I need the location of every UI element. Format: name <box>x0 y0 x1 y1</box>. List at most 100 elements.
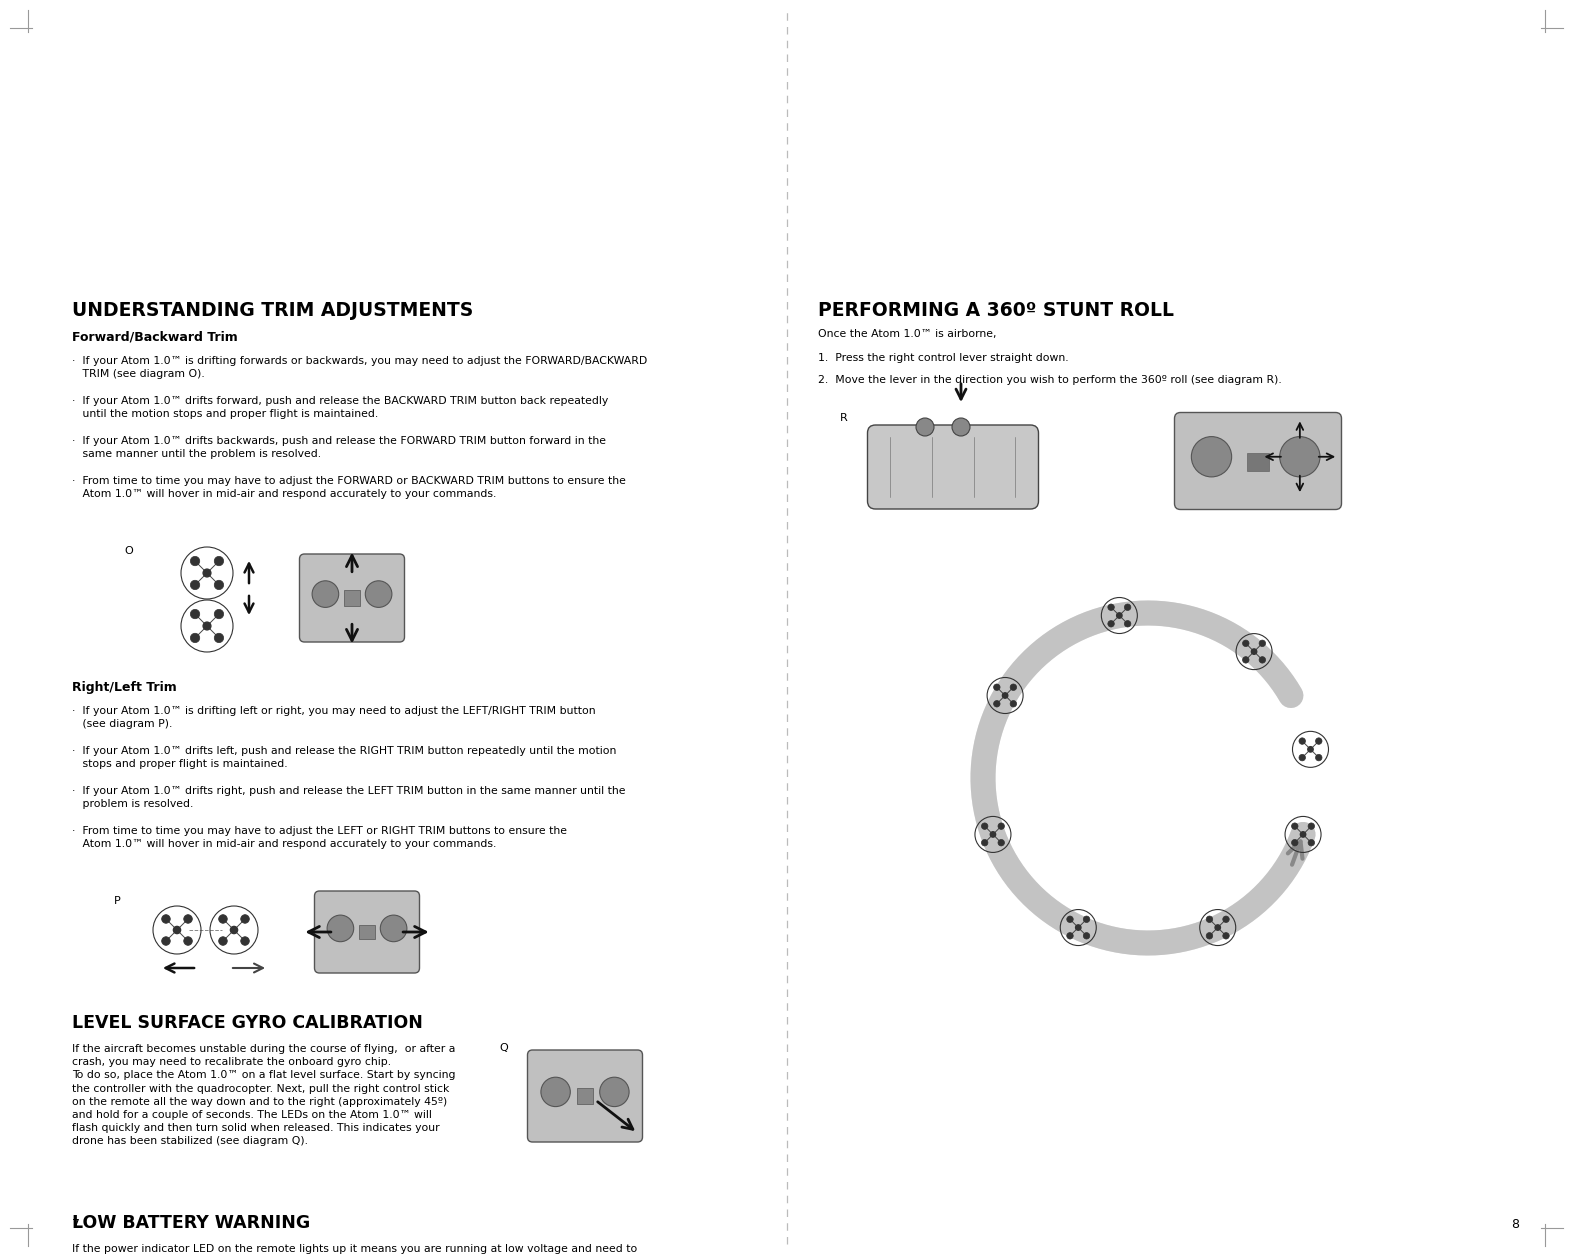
Text: 7: 7 <box>72 1218 80 1231</box>
Bar <box>344 590 360 605</box>
Circle shape <box>1291 839 1298 847</box>
Text: Forward/Backward Trim: Forward/Backward Trim <box>72 332 238 344</box>
Circle shape <box>203 622 211 631</box>
Circle shape <box>1291 823 1298 829</box>
Circle shape <box>994 701 1000 707</box>
Circle shape <box>1107 604 1114 610</box>
Bar <box>577 1088 593 1104</box>
Circle shape <box>190 609 200 619</box>
Circle shape <box>219 937 227 946</box>
Text: ·  If your Atom 1.0™ drifts right, push and release the LEFT TRIM button in the : · If your Atom 1.0™ drifts right, push a… <box>72 786 626 809</box>
Circle shape <box>599 1078 629 1107</box>
Circle shape <box>311 580 338 608</box>
Circle shape <box>541 1078 571 1107</box>
Circle shape <box>1206 916 1213 922</box>
Text: LOW BATTERY WARNING: LOW BATTERY WARNING <box>72 1215 310 1232</box>
Circle shape <box>1243 657 1249 663</box>
Circle shape <box>1299 755 1306 761</box>
Circle shape <box>915 418 934 436</box>
FancyBboxPatch shape <box>299 554 404 642</box>
Bar <box>359 924 374 939</box>
Circle shape <box>381 916 407 942</box>
Circle shape <box>1299 737 1306 745</box>
Circle shape <box>1258 657 1266 663</box>
Text: ·  If your Atom 1.0™ is drifting forwards or backwards, you may need to adjust t: · If your Atom 1.0™ is drifting forwards… <box>72 355 647 379</box>
Circle shape <box>1084 932 1090 939</box>
Circle shape <box>1066 916 1073 922</box>
Text: ·  From time to time you may have to adjust the LEFT or RIGHT TRIM buttons to en: · From time to time you may have to adju… <box>72 826 566 849</box>
Circle shape <box>1125 620 1131 627</box>
Circle shape <box>1010 701 1016 707</box>
Circle shape <box>1252 649 1257 654</box>
Circle shape <box>1315 755 1321 761</box>
Circle shape <box>241 937 250 946</box>
Circle shape <box>1191 437 1232 477</box>
Circle shape <box>1307 746 1313 752</box>
Circle shape <box>1125 604 1131 610</box>
Circle shape <box>994 685 1000 691</box>
Text: Right/Left Trim: Right/Left Trim <box>72 681 176 695</box>
Circle shape <box>1117 613 1122 618</box>
Text: ·  If your Atom 1.0™ drifts left, push and release the RIGHT TRIM button repeate: · If your Atom 1.0™ drifts left, push an… <box>72 746 617 769</box>
Circle shape <box>991 831 996 838</box>
Circle shape <box>327 916 354 942</box>
Circle shape <box>173 927 181 933</box>
Text: If the aircraft becomes unstable during the course of flying,  or after a
crash,: If the aircraft becomes unstable during … <box>72 1044 456 1147</box>
Circle shape <box>1309 823 1315 829</box>
Circle shape <box>214 580 223 589</box>
Circle shape <box>184 937 192 946</box>
Circle shape <box>162 914 170 923</box>
Text: 8: 8 <box>1512 1218 1520 1231</box>
Circle shape <box>1301 831 1306 838</box>
Circle shape <box>241 914 250 923</box>
Circle shape <box>982 839 988 847</box>
Circle shape <box>1243 641 1249 647</box>
FancyBboxPatch shape <box>315 891 420 973</box>
Text: ·  If your Atom 1.0™ drifts forward, push and release the BACKWARD TRIM button b: · If your Atom 1.0™ drifts forward, push… <box>72 396 609 420</box>
Text: PERFORMING A 360º STUNT ROLL: PERFORMING A 360º STUNT ROLL <box>818 301 1173 320</box>
Text: ·  From time to time you may have to adjust the FORWARD or BACKWARD TRIM buttons: · From time to time you may have to adju… <box>72 476 626 499</box>
Circle shape <box>219 914 227 923</box>
Circle shape <box>1010 685 1016 691</box>
Circle shape <box>214 556 223 565</box>
Circle shape <box>365 580 392 608</box>
Circle shape <box>1214 924 1221 931</box>
Circle shape <box>997 823 1005 829</box>
Text: Once the Atom 1.0™ is airborne,: Once the Atom 1.0™ is airborne, <box>818 329 997 339</box>
FancyBboxPatch shape <box>527 1050 642 1142</box>
Circle shape <box>214 633 223 643</box>
Circle shape <box>1002 693 1008 698</box>
Text: If the power indicator LED on the remote lights up it means you are running at l: If the power indicator LED on the remote… <box>72 1243 637 1256</box>
Text: P: P <box>113 896 121 906</box>
Text: ·  If your Atom 1.0™ drifts backwards, push and release the FORWARD TRIM button : · If your Atom 1.0™ drifts backwards, pu… <box>72 436 606 458</box>
Text: 1.  Press the right control lever straight down.: 1. Press the right control lever straigh… <box>818 353 1068 363</box>
Circle shape <box>997 839 1005 847</box>
Circle shape <box>190 580 200 589</box>
FancyBboxPatch shape <box>867 425 1038 509</box>
Text: UNDERSTANDING TRIM ADJUSTMENTS: UNDERSTANDING TRIM ADJUSTMENTS <box>72 301 473 320</box>
Circle shape <box>1280 437 1320 477</box>
Text: 2.  Move the lever in the direction you wish to perform the 360º roll (see diagr: 2. Move the lever in the direction you w… <box>818 376 1282 386</box>
Circle shape <box>1222 932 1229 939</box>
Circle shape <box>982 823 988 829</box>
Circle shape <box>1084 916 1090 922</box>
Circle shape <box>1309 839 1315 847</box>
Circle shape <box>952 418 971 436</box>
Circle shape <box>1076 924 1081 931</box>
Circle shape <box>230 927 238 933</box>
Circle shape <box>1206 932 1213 939</box>
Circle shape <box>1107 620 1114 627</box>
Circle shape <box>1222 916 1229 922</box>
Bar <box>1247 452 1269 471</box>
Circle shape <box>190 633 200 643</box>
Circle shape <box>162 937 170 946</box>
FancyBboxPatch shape <box>1175 412 1342 510</box>
Text: O: O <box>124 546 132 556</box>
Circle shape <box>1258 641 1266 647</box>
Circle shape <box>190 556 200 565</box>
Circle shape <box>184 914 192 923</box>
Text: ·  If your Atom 1.0™ is drifting left or right, you may need to adjust the LEFT/: · If your Atom 1.0™ is drifting left or … <box>72 706 596 728</box>
Circle shape <box>214 609 223 619</box>
Circle shape <box>1066 932 1073 939</box>
Text: R: R <box>840 413 848 423</box>
